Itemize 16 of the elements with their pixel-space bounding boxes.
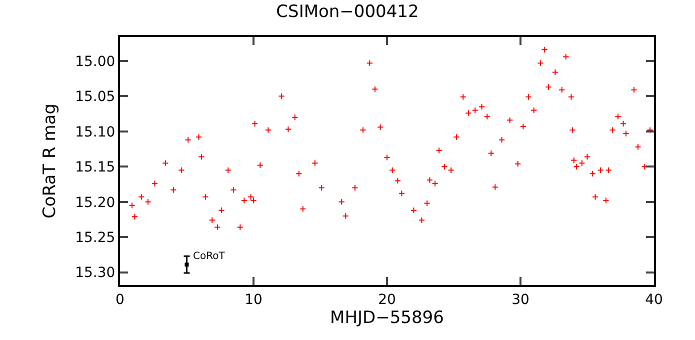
y-tick-label: 15.05 [75,89,116,106]
y-tick-label: 15.25 [75,230,116,246]
x-tick-label: 30 [512,292,530,308]
y-tick-label: 15.30 [75,265,116,282]
chart-title: CSIMon−000412 [276,2,419,22]
x-tick-label: 40 [645,292,663,308]
y-tick-label: 15.20 [75,194,116,211]
x-tick-label: 0 [116,292,124,308]
x-tick-label: 20 [378,292,396,308]
x-axis-title: MHJD−55896 [330,308,444,328]
series-label: CoRoT [193,251,226,262]
y-tick-label: 15.00 [75,54,116,70]
x-tick-label: 10 [244,292,262,308]
y-tick-label: 15.15 [75,160,116,176]
y-axis-title: CoRaT R mag [40,104,60,218]
y-tick-label: 15.10 [75,124,116,140]
